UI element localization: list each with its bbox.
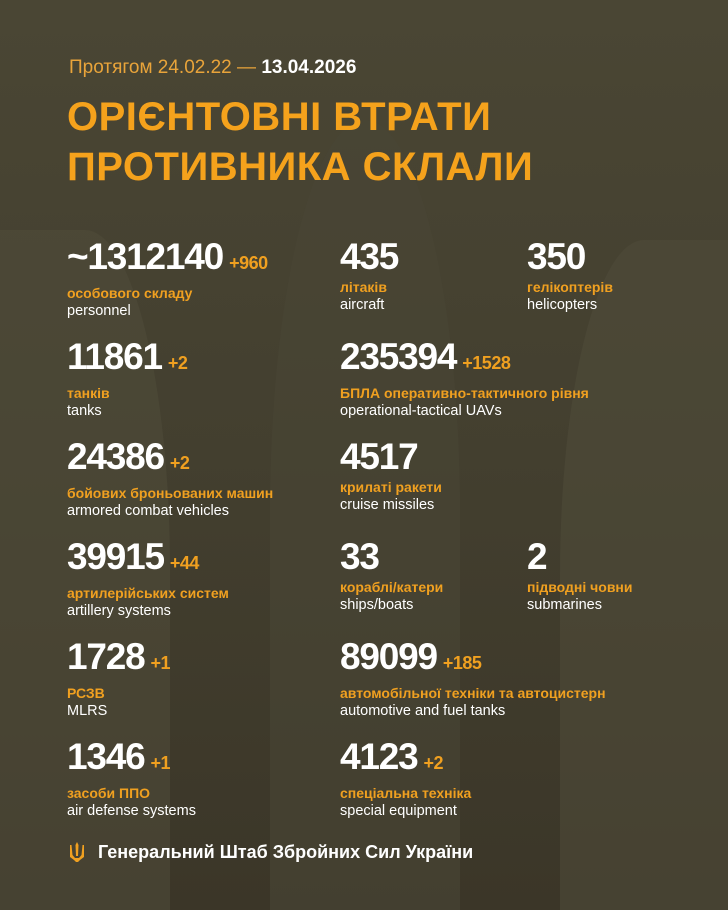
stat-value: 11861 +2 xyxy=(67,336,188,382)
stat-number: 33 xyxy=(340,536,380,577)
stat-delta: +2 xyxy=(169,453,190,473)
stat-label-en: ships/boats xyxy=(340,597,414,613)
stat-label-ua: підводні човни xyxy=(527,579,633,595)
stat-number: 1728 xyxy=(67,636,146,677)
stat-value: 89099 +185 xyxy=(340,638,606,682)
stat-number: 4123 xyxy=(340,736,419,777)
stat-personnel: ~1312140 +960 особового складу personnel xyxy=(67,238,268,320)
stat-number: 235394 xyxy=(340,336,457,377)
stat-label-ua: бойових броньованих машин xyxy=(67,485,274,501)
stat-value: 350 xyxy=(527,238,613,276)
stat-label-ua: РСЗВ xyxy=(67,685,105,701)
stat-label-en: submarines xyxy=(527,597,602,613)
footer: Генеральний Штаб Збройних Сил України xyxy=(68,841,473,863)
stat-number: ~1312140 xyxy=(67,236,224,277)
stat-delta: +2 xyxy=(167,353,188,373)
stat-number: 4517 xyxy=(340,436,419,477)
stat-label-en: special equipment xyxy=(340,803,457,819)
stat-label-en: artillery systems xyxy=(67,603,171,619)
stat-label-ua: кораблі/катери xyxy=(340,579,444,595)
stat-cruise-missiles: 4517 крилаті ракети cruise missiles xyxy=(340,438,442,514)
stat-number: 24386 xyxy=(67,436,165,477)
stat-number: 435 xyxy=(340,236,399,277)
stat-delta: +1 xyxy=(150,653,171,673)
stat-label-ua: артилерійських систем xyxy=(67,585,229,601)
stat-label-en: helicopters xyxy=(527,297,598,313)
stat-number: 350 xyxy=(527,236,586,277)
stat-number: 1346 xyxy=(67,736,146,777)
stat-value: 24386 +2 xyxy=(67,438,273,482)
stat-label-en: MLRS xyxy=(67,703,108,719)
stat-value: 2 xyxy=(527,538,633,576)
background-shape xyxy=(0,230,170,910)
stat-delta: +1 xyxy=(150,753,171,773)
stat-label-en: tanks xyxy=(67,403,102,419)
stat-air-defense-systems: 1346 +1 засоби ППО air defense systems xyxy=(67,738,196,820)
stat-aircraft: 435 літаків aircraft xyxy=(340,236,399,314)
period-start: Протягом 24.02.22 — xyxy=(69,57,257,78)
stat-label-en: personnel xyxy=(67,303,131,319)
stat-number: 2 xyxy=(527,536,548,577)
stat-tanks: 11861 +2 танків tanks xyxy=(67,336,188,420)
stat-number: 39915 xyxy=(67,536,165,577)
trident-icon xyxy=(70,842,84,862)
stat-value: 33 xyxy=(340,538,443,576)
background-shape xyxy=(270,120,460,910)
stat-operational-tactical-uavs: 235394 +1528 БПЛА оперативно-тактичного р… xyxy=(340,338,589,420)
stat-label-en: automotive and fuel tanks xyxy=(340,703,506,719)
title-line: ПРОТИВНИКА СКЛАЛИ xyxy=(67,145,534,189)
stat-value: 4517 xyxy=(340,438,442,476)
stat-value: 435 xyxy=(340,236,399,277)
period-end: 13.04.2026 xyxy=(261,57,357,78)
stat-label-en: armored combat vehicles xyxy=(67,503,229,519)
stat-value: 1346 +1 xyxy=(67,738,196,782)
stat-helicopters: 350 гелікоптерів helicopters xyxy=(527,238,613,314)
stat-ships-boats: 33 кораблі/катери ships/boats xyxy=(340,538,444,614)
stat-delta: +1528 xyxy=(462,353,511,373)
background-shape xyxy=(560,240,728,910)
stat-value: 39915 +44 xyxy=(67,538,229,582)
stat-value: 1728 +1 xyxy=(67,636,171,682)
stat-label-ua: танків xyxy=(67,385,110,401)
stat-label-ua: особового складу xyxy=(67,285,193,301)
stat-artillery-systems: 39915 +44 артилерійських систем artillery… xyxy=(67,538,229,620)
footer-text: Генеральний Штаб Збройних Сил України xyxy=(98,841,474,862)
stat-submarines: 2 підводні човни submarines xyxy=(527,538,633,614)
stat-label-ua: спеціальна техніка xyxy=(340,785,472,801)
stat-automotive-and-fuel-tanks: 89099 +185 автомобільної техніки та автоц… xyxy=(340,638,606,720)
stat-delta: +2 xyxy=(423,753,444,773)
stat-label-en: operational-tactical UAVs xyxy=(340,403,502,419)
stat-mlrs: 1728 +1 РСЗВ MLRS xyxy=(67,636,171,720)
stat-special-equipment: 4123 +2 спеціальна техніка special equipm… xyxy=(340,738,472,820)
stat-label-ua: БПЛА оперативно-тактичного рівня xyxy=(340,385,589,401)
stat-value: 4123 +2 xyxy=(340,738,471,782)
stat-delta: +44 xyxy=(169,553,200,573)
stat-label-ua: засоби ППО xyxy=(67,785,151,801)
stat-armored-combat-vehicles: 24386 +2 бойових броньованих машин armore… xyxy=(67,438,274,520)
stat-value: ~1312140 +960 xyxy=(67,238,268,282)
stat-delta: +185 xyxy=(442,653,482,673)
stat-label-ua: автомобільної техніки та автоцистерн xyxy=(340,685,606,701)
stat-label-ua: літаків xyxy=(340,279,387,295)
stat-delta: +960 xyxy=(229,253,268,273)
stat-label-en: aircraft xyxy=(340,297,385,313)
stat-number: 89099 xyxy=(340,636,438,677)
title-line: ОРІЄНТОВНІ ВТРАТИ xyxy=(67,95,492,139)
stat-label-ua: крилаті ракети xyxy=(340,479,442,495)
stat-number: 11861 xyxy=(67,336,163,377)
page-title: ОРІЄНТОВНІ ВТРАТИ ПРОТИВНИКА СКЛАЛИ xyxy=(67,92,533,192)
stat-label-ua: гелікоптерів xyxy=(527,279,613,295)
stat-label-en: cruise missiles xyxy=(340,497,435,513)
period: Протягом 24.02.22 — 13.04.2026 xyxy=(69,57,356,79)
stat-label-en: air defense systems xyxy=(67,803,196,819)
stat-value: 235394 +1528 xyxy=(340,338,589,382)
